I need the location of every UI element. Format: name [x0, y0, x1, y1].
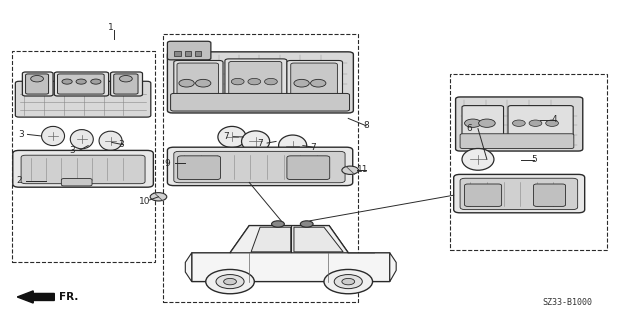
Text: 8: 8: [363, 121, 369, 130]
Polygon shape: [185, 253, 192, 282]
FancyArrow shape: [17, 291, 54, 303]
FancyBboxPatch shape: [13, 150, 153, 187]
FancyBboxPatch shape: [26, 74, 49, 94]
FancyBboxPatch shape: [167, 52, 353, 113]
Circle shape: [272, 221, 284, 227]
FancyBboxPatch shape: [167, 147, 353, 186]
Circle shape: [334, 275, 362, 289]
FancyBboxPatch shape: [287, 156, 330, 180]
Ellipse shape: [462, 148, 494, 170]
FancyBboxPatch shape: [21, 155, 145, 184]
FancyBboxPatch shape: [54, 72, 109, 96]
Circle shape: [300, 221, 313, 227]
Text: 11: 11: [357, 165, 369, 174]
FancyBboxPatch shape: [454, 174, 585, 213]
Ellipse shape: [70, 130, 93, 149]
Text: 3: 3: [118, 140, 124, 149]
Text: 1: 1: [108, 23, 114, 32]
FancyBboxPatch shape: [456, 97, 583, 151]
Polygon shape: [192, 226, 390, 282]
Ellipse shape: [42, 126, 65, 146]
FancyBboxPatch shape: [15, 81, 151, 117]
Circle shape: [529, 120, 542, 126]
Text: SZ33-B1000: SZ33-B1000: [543, 298, 592, 307]
FancyBboxPatch shape: [114, 74, 138, 94]
Polygon shape: [230, 226, 348, 253]
Circle shape: [216, 275, 244, 289]
Bar: [450, 74, 607, 250]
FancyBboxPatch shape: [61, 179, 92, 186]
Bar: [12, 51, 155, 262]
FancyBboxPatch shape: [58, 74, 104, 94]
FancyBboxPatch shape: [508, 106, 573, 139]
Circle shape: [546, 120, 558, 126]
Circle shape: [231, 78, 244, 85]
FancyBboxPatch shape: [174, 60, 223, 100]
FancyBboxPatch shape: [178, 156, 220, 180]
FancyBboxPatch shape: [465, 184, 502, 206]
Circle shape: [465, 119, 481, 127]
FancyBboxPatch shape: [460, 178, 578, 210]
Circle shape: [324, 269, 373, 294]
FancyBboxPatch shape: [171, 93, 350, 111]
FancyBboxPatch shape: [174, 151, 345, 183]
Text: 2: 2: [17, 176, 22, 185]
Text: 5: 5: [531, 156, 537, 164]
Text: 7: 7: [224, 132, 229, 141]
FancyBboxPatch shape: [291, 63, 337, 98]
Circle shape: [119, 76, 132, 82]
Circle shape: [342, 278, 355, 285]
Text: 9: 9: [165, 159, 171, 168]
Circle shape: [76, 79, 86, 84]
FancyBboxPatch shape: [167, 41, 211, 60]
FancyBboxPatch shape: [462, 106, 504, 139]
FancyBboxPatch shape: [534, 184, 566, 206]
Text: 3: 3: [69, 146, 75, 155]
Polygon shape: [251, 227, 291, 252]
FancyBboxPatch shape: [460, 134, 574, 148]
Circle shape: [265, 78, 277, 85]
Text: 10: 10: [139, 197, 151, 206]
Circle shape: [512, 120, 525, 126]
Text: FR.: FR.: [59, 292, 78, 302]
Ellipse shape: [99, 131, 122, 150]
Text: 6: 6: [466, 124, 472, 133]
Text: 3: 3: [18, 130, 24, 139]
FancyBboxPatch shape: [229, 61, 282, 99]
Text: 4: 4: [551, 116, 557, 124]
Bar: [174, 51, 181, 56]
Circle shape: [479, 119, 495, 127]
FancyBboxPatch shape: [111, 72, 142, 96]
Circle shape: [62, 79, 72, 84]
Circle shape: [150, 193, 167, 201]
Circle shape: [179, 79, 194, 87]
Ellipse shape: [218, 126, 246, 148]
Circle shape: [294, 79, 309, 87]
Bar: [195, 51, 201, 56]
Circle shape: [248, 78, 261, 85]
Circle shape: [206, 269, 254, 294]
Circle shape: [196, 79, 211, 87]
FancyBboxPatch shape: [22, 72, 53, 96]
Text: 7: 7: [257, 139, 263, 148]
Text: 7: 7: [310, 143, 316, 152]
FancyBboxPatch shape: [177, 63, 219, 98]
FancyBboxPatch shape: [287, 60, 343, 100]
Circle shape: [224, 278, 236, 285]
Polygon shape: [294, 227, 343, 252]
Circle shape: [31, 76, 43, 82]
Polygon shape: [390, 253, 396, 282]
Circle shape: [342, 166, 358, 174]
FancyBboxPatch shape: [225, 59, 287, 101]
Circle shape: [311, 79, 326, 87]
Circle shape: [91, 79, 101, 84]
Ellipse shape: [279, 135, 307, 156]
Ellipse shape: [242, 131, 270, 152]
Bar: [185, 51, 191, 56]
Bar: [163, 34, 358, 302]
